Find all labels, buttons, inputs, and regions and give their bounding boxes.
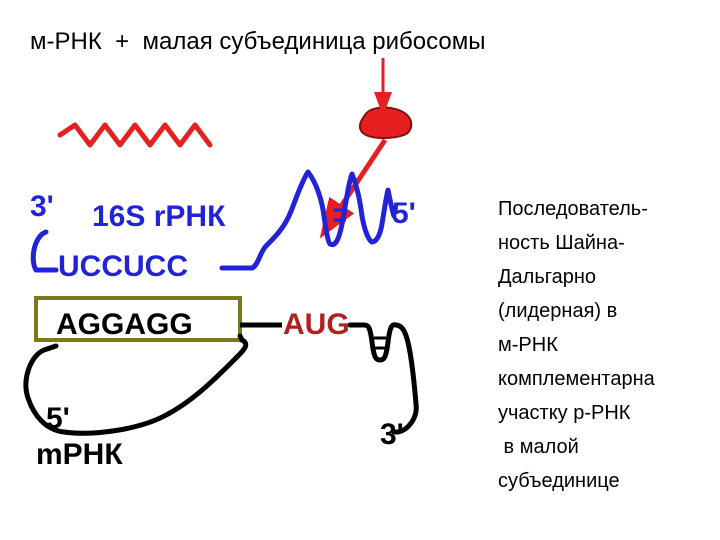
side-paragraph: Последователь-ность Шайна-Дальгарно(лиде…: [498, 192, 655, 498]
side-line: ность Шайна-: [498, 226, 655, 260]
diagram-stage: м-РНК + малая субъединица рибосомы: [0, 0, 720, 540]
ribosome-subunit-icon: [360, 107, 411, 138]
side-line: в малой: [498, 430, 655, 464]
diagram-label-three_prime_bottom: 3': [380, 418, 404, 452]
page-title: м-РНК + малая субъединица рибосомы: [30, 28, 485, 56]
diagram-label-rRNA: 16S rРНК: [92, 200, 225, 234]
diagram-label-uccucc: UCCUCC: [58, 250, 188, 284]
diagram-label-aggagg: AGGAGG: [56, 308, 193, 342]
side-line: Дальгарно: [498, 260, 655, 294]
mrna-zigzag-icon: [60, 125, 210, 145]
side-line: комплементарна: [498, 362, 655, 396]
side-line: м-РНК: [498, 328, 655, 362]
diagram-label-five_prime_top: 5': [392, 197, 416, 231]
side-line: (лидерная) в: [498, 294, 655, 328]
mrna-strand-right: [350, 325, 416, 432]
diagram-label-mPHK: mРНК: [36, 438, 123, 472]
diagram-label-three_prime_top: 3': [30, 190, 54, 224]
mrna-hairpin-bonds-icon: [374, 338, 386, 348]
diagram-label-five_prime_bottom: 5': [46, 402, 70, 436]
side-line: Последователь-: [498, 192, 655, 226]
side-line: участку р-РНК: [498, 396, 655, 430]
diagram-label-aug: AUG: [283, 308, 350, 342]
side-line: субъединице: [498, 464, 655, 498]
